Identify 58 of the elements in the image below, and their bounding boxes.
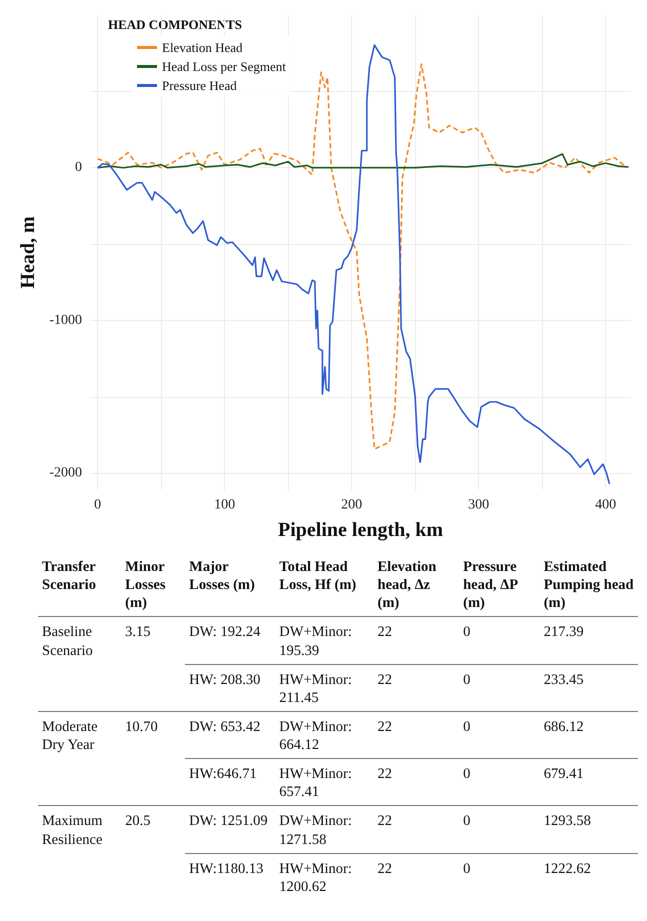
text: 0 (463, 860, 470, 877)
text: DW+Minor: 1271.58 (279, 813, 352, 848)
x-tick-label: 400 (595, 498, 616, 512)
text: 0 (463, 813, 470, 830)
legend-title: HEAD COMPONENTS (108, 17, 242, 32)
text: 0 (463, 766, 470, 782)
line-series (96, 153, 630, 169)
text: DW+Minor: 664.12 (279, 718, 352, 753)
category-label: Estimated Pumping head (m) (540, 556, 638, 617)
legend-label: Head Loss per Segment (162, 59, 286, 74)
category-label: Total Head Loss, Hf (m) (275, 556, 374, 617)
text: 0 (463, 718, 470, 735)
x-tick-label: 300 (468, 498, 490, 512)
y-tick-label: -2000 (49, 466, 82, 481)
x-axis-title: Pipeline length, km (278, 519, 444, 541)
text: 22 (378, 766, 392, 782)
text: DW: 1251.09 (189, 813, 268, 830)
text: 22 (378, 718, 392, 735)
text: 22 (378, 672, 392, 688)
legend-label: Pressure Head (162, 78, 238, 93)
text: DW+Minor: 195.39 (279, 624, 352, 658)
text: 1293.58 (544, 813, 591, 830)
category-label: Elevation head, Δz (m) (374, 556, 460, 617)
x-tick-label: 100 (214, 498, 236, 512)
text: HW: 208.30 (189, 672, 260, 688)
x-tick-label: 200 (341, 498, 362, 512)
text: 3.15 (125, 624, 151, 640)
text: DW: 653.42 (189, 718, 260, 735)
text: DW: 192.24 (189, 624, 260, 640)
text: 217.39 (544, 624, 584, 640)
y-tick-label: -1000 (49, 312, 82, 328)
text: 1222.62 (544, 860, 591, 877)
category-label: Major Losses (m) (185, 556, 276, 617)
category-label: Minor Losses (m) (121, 556, 186, 617)
text: HW:646.71 (189, 766, 257, 782)
y-axis-title: Head, m (17, 216, 39, 289)
text: 0 (463, 624, 470, 640)
category-label: Transfer Scenario (38, 556, 122, 617)
text: HW+Minor: 657.41 (279, 766, 352, 800)
text: Maximum Resilience (42, 813, 102, 848)
text: 686.12 (544, 718, 584, 735)
text: 22 (378, 860, 392, 877)
text: 20.5 (125, 813, 151, 830)
text: Moderate Dry Year (42, 718, 98, 753)
text: HW+Minor: 211.45 (279, 672, 352, 706)
category-label: Pressure head, ΔP (m) (459, 556, 540, 617)
text: HW+Minor: 1200.62 (279, 860, 352, 895)
text: HW:1180.13 (189, 860, 264, 877)
text: 22 (378, 624, 392, 640)
text: 22 (378, 813, 392, 830)
text: 10.70 (125, 718, 158, 735)
text: 0 (463, 672, 470, 688)
text: 233.45 (544, 672, 584, 688)
text: Baseline Scenario (42, 624, 93, 658)
x-tick-label: 0 (94, 498, 102, 512)
legend-label: Elevation Head (162, 40, 243, 55)
text: 679.41 (544, 766, 584, 782)
y-tick-label: 0 (75, 160, 82, 176)
